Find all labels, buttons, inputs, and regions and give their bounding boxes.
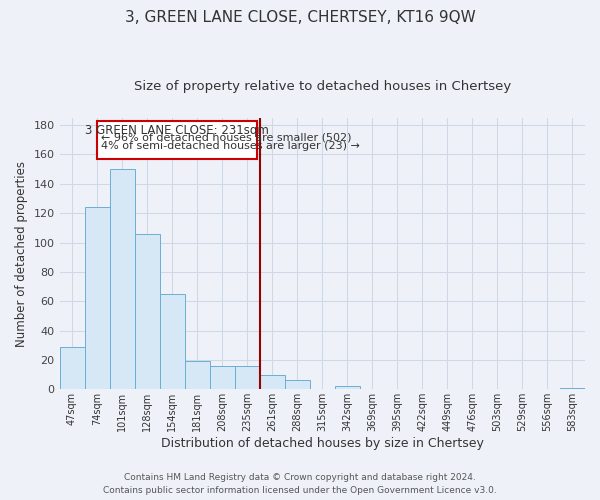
Bar [285, 380, 310, 390]
Text: Contains HM Land Registry data © Crown copyright and database right 2024.
Contai: Contains HM Land Registry data © Crown c… [103, 473, 497, 495]
Bar [235, 366, 260, 390]
X-axis label: Distribution of detached houses by size in Chertsey: Distribution of detached houses by size … [161, 437, 484, 450]
Bar [85, 208, 110, 390]
Y-axis label: Number of detached properties: Number of detached properties [15, 160, 28, 346]
Bar [185, 362, 209, 390]
Bar [209, 366, 235, 390]
FancyBboxPatch shape [97, 120, 257, 159]
Bar [59, 346, 85, 390]
Text: ← 96% of detached houses are smaller (502): ← 96% of detached houses are smaller (50… [101, 132, 352, 142]
Bar [260, 374, 285, 390]
Bar [110, 169, 134, 390]
Bar [560, 388, 585, 390]
Title: Size of property relative to detached houses in Chertsey: Size of property relative to detached ho… [134, 80, 511, 93]
Text: 3 GREEN LANE CLOSE: 231sqm: 3 GREEN LANE CLOSE: 231sqm [85, 124, 269, 138]
Bar [134, 234, 160, 390]
Bar [160, 294, 185, 390]
Text: 3, GREEN LANE CLOSE, CHERTSEY, KT16 9QW: 3, GREEN LANE CLOSE, CHERTSEY, KT16 9QW [125, 10, 475, 25]
Bar [335, 386, 360, 390]
Text: 4% of semi-detached houses are larger (23) →: 4% of semi-detached houses are larger (2… [101, 140, 360, 150]
